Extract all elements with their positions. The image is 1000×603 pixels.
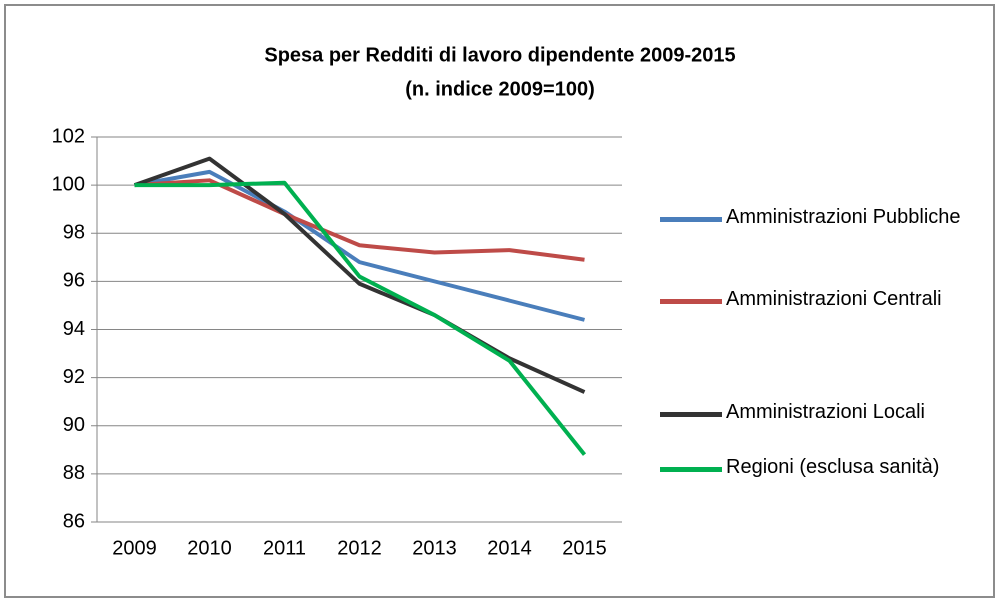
legend-item: Amministrazioni Locali xyxy=(660,400,990,429)
legend-label: Amministrazioni Pubbliche xyxy=(726,206,961,228)
series-line xyxy=(134,178,585,262)
chart-border xyxy=(4,4,995,598)
x-tick-label: 2012 xyxy=(337,537,382,559)
legend-swatch xyxy=(660,217,722,222)
x-tick-label: 2013 xyxy=(412,537,457,559)
legend-item: Regioni (esclusa sanità) xyxy=(660,455,990,484)
x-tick-label: 2015 xyxy=(562,537,607,559)
y-tick-label: 88 xyxy=(63,462,85,484)
chart-subtitle: (n. indice 2009=100) xyxy=(405,78,595,100)
legend-swatch xyxy=(660,412,722,417)
legend-label: Amministrazioni Centrali xyxy=(726,288,942,310)
series-line xyxy=(133,156,586,394)
legend-label: Regioni (esclusa sanità) xyxy=(726,456,940,478)
y-tick-label: 98 xyxy=(63,222,85,244)
x-tick-label: 2011 xyxy=(263,537,306,559)
chart-title: Spesa per Redditi di lavoro dipendente 2… xyxy=(264,44,735,66)
legend-swatch xyxy=(660,467,722,472)
series-line xyxy=(134,169,585,322)
legend-item: Amministrazioni Centrali xyxy=(660,287,990,316)
y-tick-label: 100 xyxy=(52,173,85,195)
x-tick-label: 2009 xyxy=(112,537,157,559)
x-tick-label: 2014 xyxy=(487,537,532,559)
y-tick-label: 92 xyxy=(63,366,85,388)
legend-label: Amministrazioni Locali xyxy=(726,401,925,423)
y-tick-label: 102 xyxy=(52,125,85,147)
series-line xyxy=(134,180,587,456)
y-tick-label: 96 xyxy=(63,270,85,292)
legend-item: Amministrazioni Pubbliche xyxy=(660,205,990,234)
legend-swatch xyxy=(660,299,722,304)
y-tick-label: 94 xyxy=(63,318,85,340)
x-tick-label: 2010 xyxy=(187,537,232,559)
y-tick-label: 90 xyxy=(63,414,85,436)
y-tick-label: 86 xyxy=(63,510,85,532)
